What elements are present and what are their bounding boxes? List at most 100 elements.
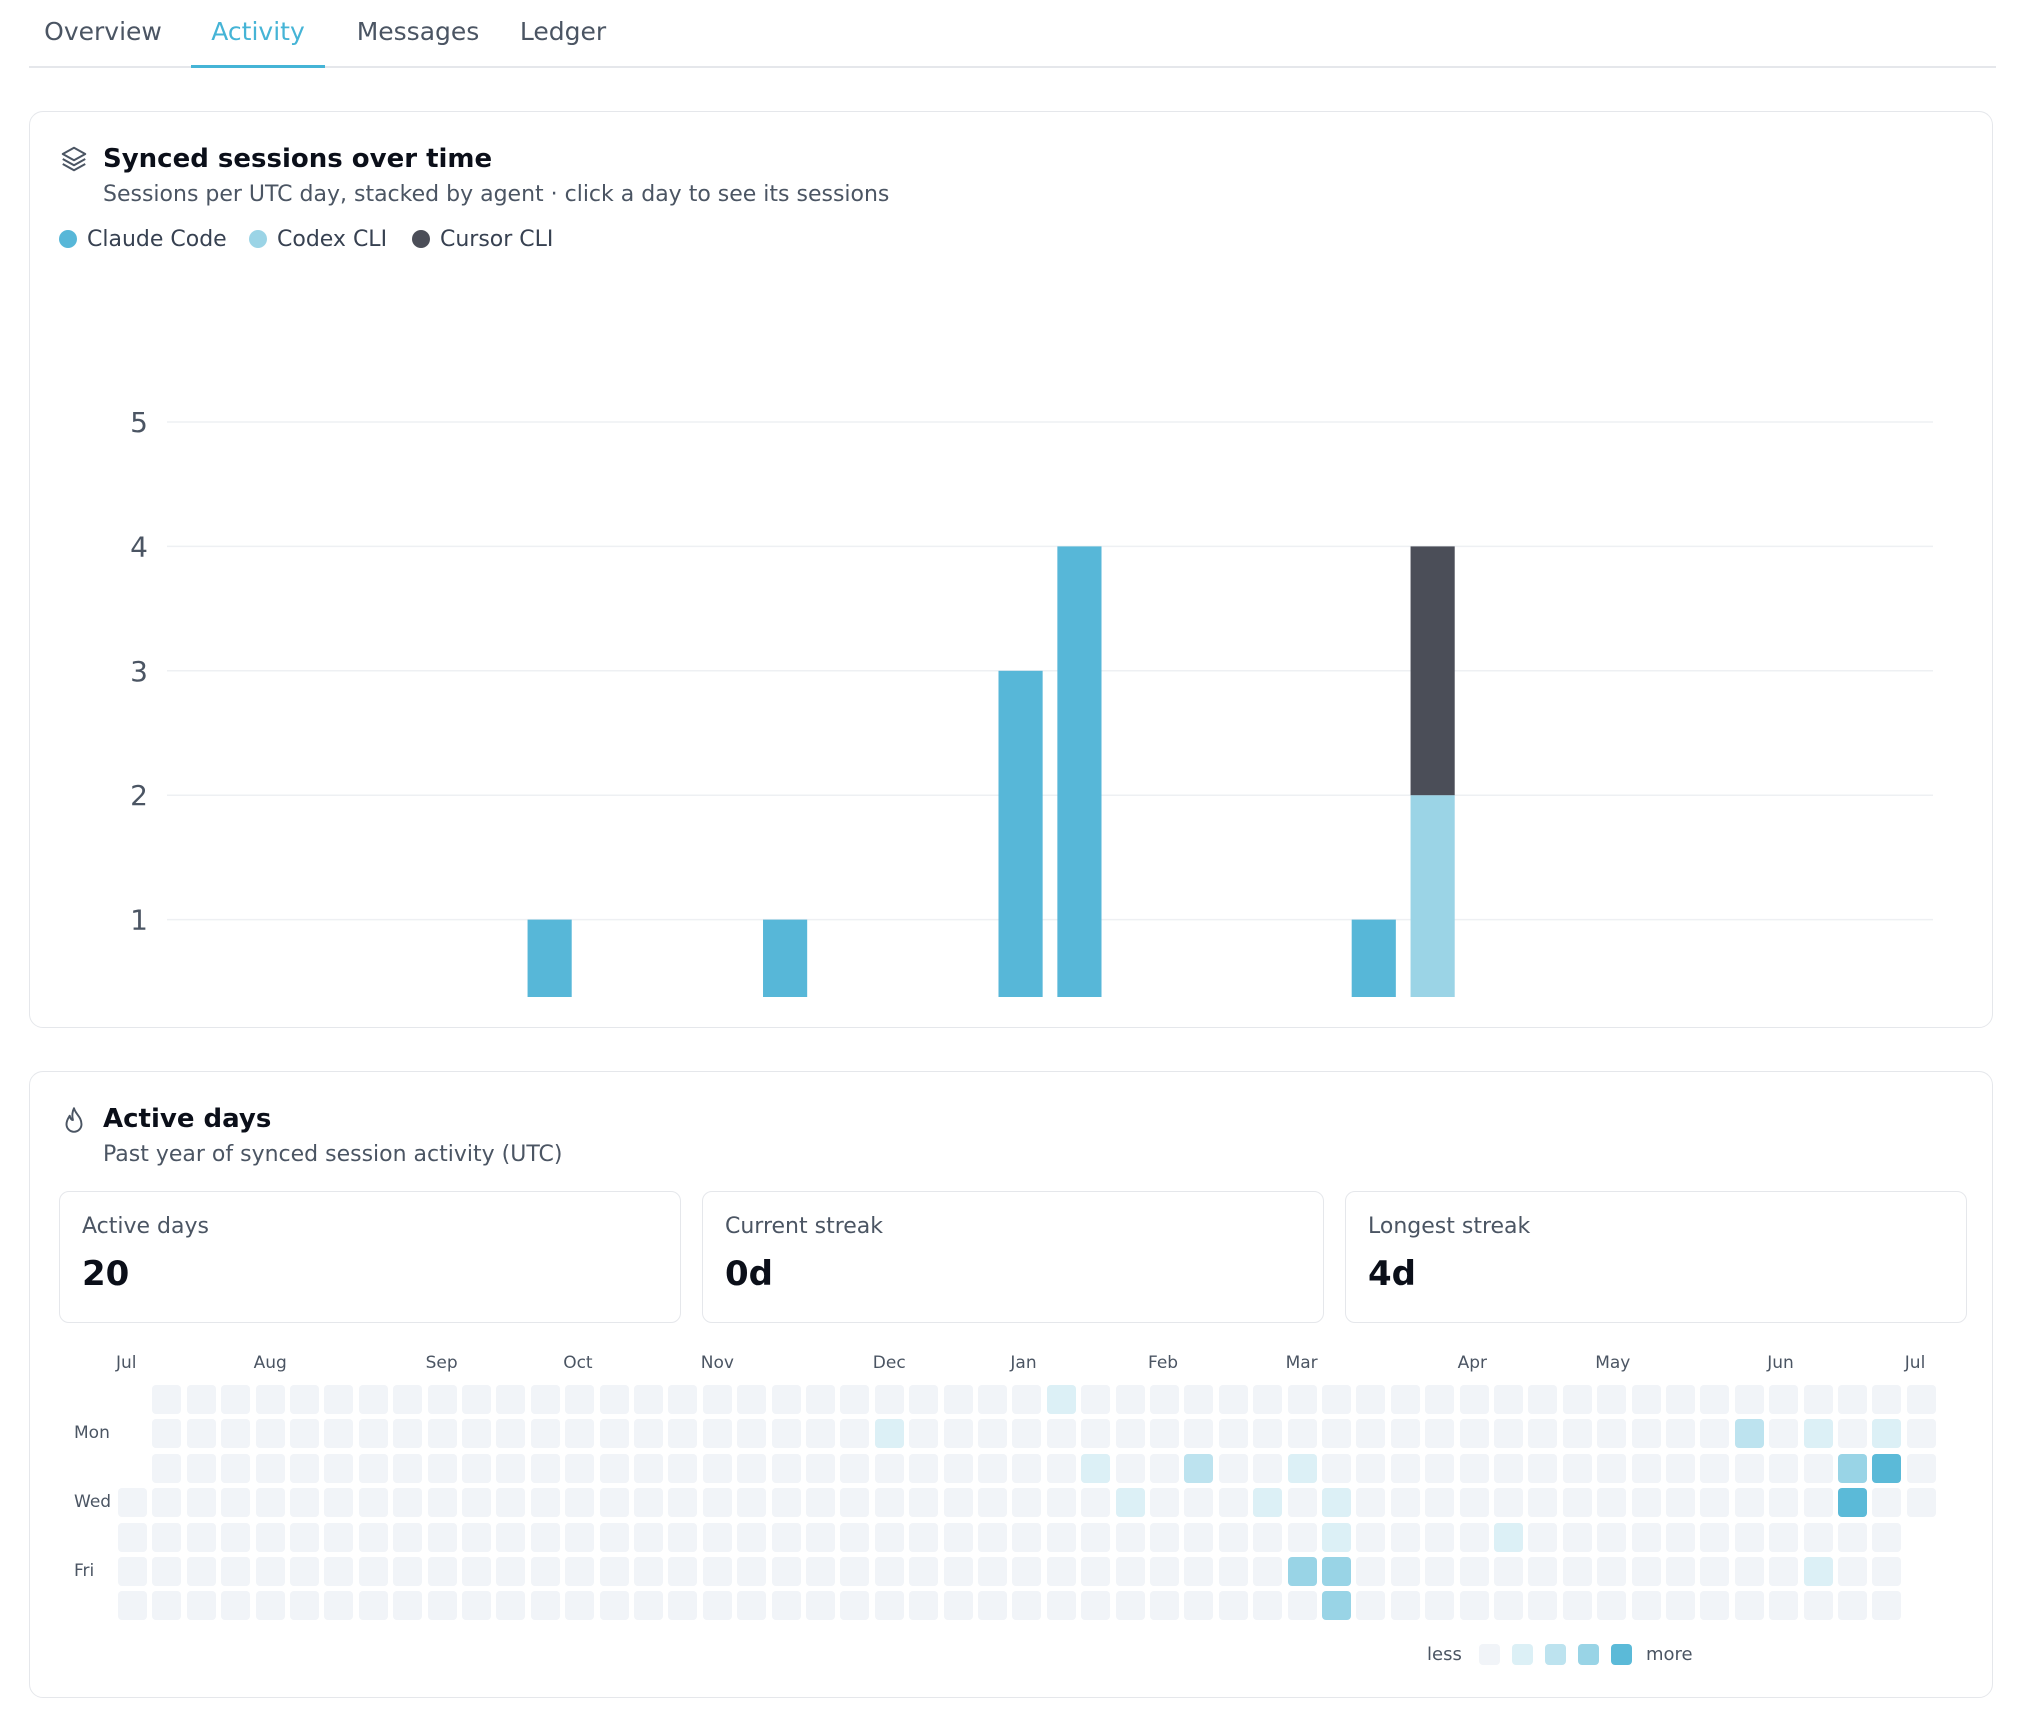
bar-segment[interactable] — [763, 919, 808, 997]
heatmap-cell[interactable] — [1459, 1385, 1489, 1414]
heatmap-cell[interactable] — [186, 1522, 216, 1552]
heatmap-cell[interactable] — [737, 1591, 767, 1621]
heatmap-cell[interactable] — [771, 1522, 801, 1552]
heatmap-cell[interactable] — [978, 1591, 1007, 1621]
heatmap-cell[interactable] — [1597, 1591, 1627, 1621]
heatmap-cell[interactable] — [1528, 1557, 1558, 1586]
heatmap-cell[interactable] — [186, 1419, 216, 1449]
heatmap-cell[interactable] — [702, 1488, 732, 1518]
heatmap-cell[interactable] — [1906, 1488, 1936, 1518]
heatmap-cell[interactable] — [1666, 1557, 1695, 1586]
heatmap-cell[interactable] — [324, 1591, 354, 1621]
heatmap-cell[interactable] — [874, 1522, 904, 1552]
heatmap-cell[interactable] — [152, 1419, 182, 1449]
heatmap-cell[interactable] — [1287, 1419, 1317, 1449]
heatmap-cell[interactable] — [1734, 1419, 1764, 1449]
heatmap-cell[interactable] — [1700, 1557, 1730, 1586]
heatmap-cell[interactable] — [1322, 1453, 1351, 1483]
heatmap-cell[interactable] — [702, 1557, 732, 1586]
heatmap-cell[interactable] — [1390, 1522, 1420, 1552]
heatmap-cell[interactable] — [1184, 1453, 1214, 1483]
heatmap-cell[interactable] — [1046, 1385, 1076, 1414]
heatmap-cell[interactable] — [1769, 1488, 1799, 1518]
heatmap-cell[interactable] — [1287, 1488, 1317, 1518]
heatmap-cell[interactable] — [1356, 1488, 1386, 1518]
heatmap-cell[interactable] — [1046, 1591, 1076, 1621]
heatmap-cell[interactable] — [1631, 1522, 1661, 1552]
heatmap-cell[interactable] — [874, 1557, 904, 1586]
heatmap-cell[interactable] — [978, 1419, 1007, 1449]
heatmap-cell[interactable] — [737, 1385, 767, 1414]
legend-codex-cli[interactable]: Codex CLI — [249, 227, 387, 252]
heatmap-cell[interactable] — [221, 1522, 251, 1552]
heatmap-cell[interactable] — [1459, 1522, 1489, 1552]
bar-segment[interactable] — [1410, 546, 1455, 796]
heatmap-cell[interactable] — [255, 1419, 285, 1449]
heatmap-cell[interactable] — [1528, 1591, 1558, 1621]
heatmap-cell[interactable] — [1562, 1385, 1592, 1414]
heatmap-cell[interactable] — [1253, 1557, 1283, 1586]
heatmap-cell[interactable] — [1425, 1385, 1455, 1414]
heatmap-cell[interactable] — [255, 1591, 285, 1621]
heatmap-cell[interactable] — [324, 1557, 354, 1586]
heatmap-cell[interactable] — [1562, 1557, 1592, 1586]
heatmap-cell[interactable] — [943, 1522, 973, 1552]
heatmap-cell[interactable] — [496, 1591, 526, 1621]
heatmap-cell[interactable] — [1528, 1488, 1558, 1518]
heatmap-cell[interactable] — [324, 1385, 354, 1414]
heatmap-cell[interactable] — [1666, 1522, 1695, 1552]
heatmap-cell[interactable] — [1150, 1419, 1179, 1449]
heatmap-cell[interactable] — [806, 1453, 835, 1483]
heatmap-cell[interactable] — [943, 1557, 973, 1586]
heatmap-cell[interactable] — [1494, 1522, 1523, 1552]
heatmap-cell[interactable] — [1253, 1419, 1283, 1449]
heatmap-cell[interactable] — [737, 1453, 767, 1483]
heatmap-cell[interactable] — [565, 1385, 595, 1414]
heatmap-cell[interactable] — [1046, 1453, 1076, 1483]
heatmap-cell[interactable] — [1356, 1385, 1386, 1414]
heatmap-cell[interactable] — [1081, 1591, 1111, 1621]
heatmap-cell[interactable] — [358, 1488, 388, 1518]
heatmap-cell[interactable] — [118, 1557, 147, 1586]
heatmap-cell[interactable] — [909, 1591, 939, 1621]
heatmap-cell[interactable] — [1631, 1419, 1661, 1449]
heatmap-cell[interactable] — [427, 1591, 457, 1621]
heatmap-cell[interactable] — [565, 1453, 595, 1483]
heatmap-cell[interactable] — [221, 1488, 251, 1518]
heatmap-cell[interactable] — [1494, 1453, 1523, 1483]
heatmap-cell[interactable] — [634, 1488, 663, 1518]
heatmap-cell[interactable] — [1666, 1488, 1695, 1518]
heatmap-cell[interactable] — [702, 1385, 732, 1414]
heatmap-cell[interactable] — [1150, 1385, 1179, 1414]
heatmap-cell[interactable] — [1838, 1385, 1867, 1414]
heatmap-cell[interactable] — [1700, 1453, 1730, 1483]
heatmap-cell[interactable] — [1081, 1419, 1111, 1449]
heatmap-cell[interactable] — [1838, 1522, 1867, 1552]
heatmap-cell[interactable] — [1253, 1522, 1283, 1552]
heatmap-cell[interactable] — [427, 1522, 457, 1552]
heatmap-cell[interactable] — [255, 1488, 285, 1518]
heatmap-cell[interactable] — [118, 1591, 147, 1621]
heatmap-cell[interactable] — [1872, 1522, 1902, 1552]
heatmap-cell[interactable] — [1390, 1453, 1420, 1483]
heatmap-cell[interactable] — [462, 1385, 491, 1414]
heatmap-cell[interactable] — [1287, 1453, 1317, 1483]
heatmap-cell[interactable] — [1666, 1385, 1695, 1414]
heatmap-cell[interactable] — [255, 1522, 285, 1552]
heatmap-cell[interactable] — [462, 1488, 491, 1518]
heatmap-cell[interactable] — [427, 1453, 457, 1483]
heatmap-cell[interactable] — [290, 1453, 319, 1483]
heatmap-cell[interactable] — [1631, 1385, 1661, 1414]
heatmap-cell[interactable] — [1253, 1453, 1283, 1483]
heatmap-cell[interactable] — [806, 1419, 835, 1449]
heatmap-cell[interactable] — [393, 1522, 423, 1552]
heatmap-cell[interactable] — [806, 1385, 835, 1414]
heatmap-cell[interactable] — [874, 1453, 904, 1483]
heatmap-cell[interactable] — [1356, 1557, 1386, 1586]
heatmap-cell[interactable] — [702, 1522, 732, 1552]
heatmap-cell[interactable] — [1906, 1453, 1936, 1483]
heatmap-cell[interactable] — [1528, 1385, 1558, 1414]
heatmap-cell[interactable] — [358, 1453, 388, 1483]
heatmap-cell[interactable] — [1322, 1522, 1351, 1552]
heatmap-cell[interactable] — [427, 1385, 457, 1414]
